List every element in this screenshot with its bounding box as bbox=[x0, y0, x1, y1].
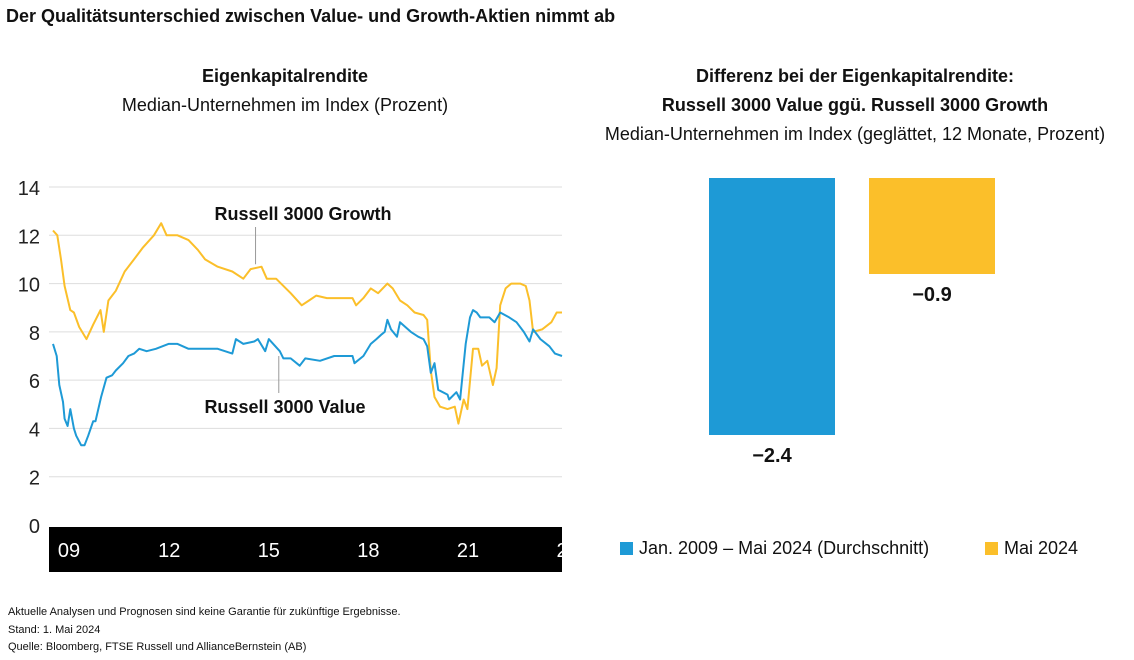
x-tick-label: 21 bbox=[457, 540, 479, 562]
series-label-value: Russell 3000 Value bbox=[204, 397, 365, 417]
y-tick-label: 4 bbox=[29, 419, 40, 441]
line-chart-subtitle: Median-Unternehmen im Index (Prozent) bbox=[121, 95, 449, 115]
legend-label: Mai 2024 bbox=[1004, 538, 1079, 558]
y-tick-label: 6 bbox=[29, 371, 40, 393]
x-tick-label: 15 bbox=[258, 540, 280, 562]
bar-label-may-2024: −0.9 bbox=[912, 284, 952, 307]
bar-chart-subtitle: Median-Unternehmen im Index (geglättet, … bbox=[604, 124, 1106, 144]
y-tick-label: 10 bbox=[18, 275, 40, 297]
footer-disclaimer: Aktuelle Analysen und Prognosen sind kei… bbox=[8, 606, 401, 618]
x-axis-band bbox=[49, 527, 562, 572]
x-tick-label: 12 bbox=[158, 540, 180, 562]
y-tick-label: 0 bbox=[29, 516, 40, 538]
series-label-growth: Russell 3000 Growth bbox=[214, 204, 391, 224]
footer-source: Quelle: Bloomberg, FTSE Russell und Alli… bbox=[8, 641, 307, 653]
legend-swatch-yellow bbox=[985, 542, 998, 555]
legend-item-may-2024: Mai 2024 bbox=[985, 538, 1078, 559]
x-tick-label: 18 bbox=[357, 540, 379, 562]
value-line bbox=[52, 309, 563, 447]
x-tick-label: 24 bbox=[557, 540, 575, 562]
legend-swatch-blue bbox=[620, 542, 633, 555]
y-tick-label: 8 bbox=[29, 323, 40, 345]
bar-chart-title-line1: Differenz bei der Eigenkapitalrendite: bbox=[695, 66, 1015, 86]
y-tick-label: 12 bbox=[18, 226, 40, 248]
footer-date: Stand: 1. Mai 2024 bbox=[8, 624, 101, 636]
y-tick-label: 14 bbox=[18, 178, 40, 200]
legend-item-average: Jan. 2009 – Mai 2024 (Durchschnitt) bbox=[620, 538, 929, 559]
main-title: Der Qualitätsunterschied zwischen Value-… bbox=[6, 6, 616, 26]
bar-may-2024 bbox=[869, 178, 995, 275]
x-tick-label: 09 bbox=[58, 540, 80, 562]
bar-chart-title-line2: Russell 3000 Value ggü. Russell 3000 Gro… bbox=[661, 95, 1049, 115]
y-tick-label: 2 bbox=[29, 468, 40, 490]
bar-label-average: −2.4 bbox=[752, 444, 792, 467]
line-chart-title: Eigenkapitalrendite bbox=[201, 66, 369, 86]
bar-average bbox=[709, 178, 835, 435]
legend-label: Jan. 2009 – Mai 2024 (Durchschnitt) bbox=[639, 538, 930, 558]
growth-line bbox=[52, 222, 562, 425]
